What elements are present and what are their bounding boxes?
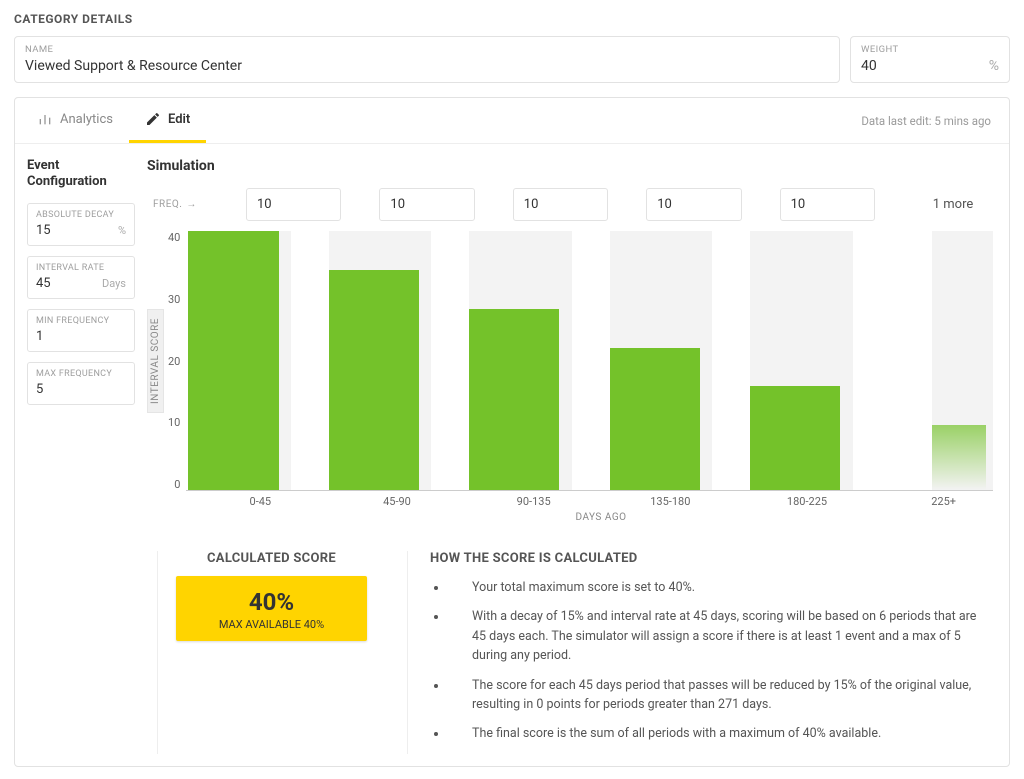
config-column: Event Configuration ABSOLUTE DECAY 15 % …: [27, 158, 147, 754]
interval-rate-value: 45: [36, 276, 51, 291]
tab-edit[interactable]: Edit: [129, 98, 206, 143]
max-frequency-field[interactable]: MAX FREQUENCY 5: [27, 362, 135, 405]
min-frequency-label: MIN FREQUENCY: [36, 316, 126, 326]
weight-unit: %: [983, 58, 999, 74]
x-tick: 180-225: [758, 495, 857, 508]
explanation-item: Your total maximum score is set to 40%.: [448, 578, 993, 597]
x-tick: 90-135: [484, 495, 583, 508]
plot-area: [186, 231, 993, 491]
freq-input-1[interactable]: 10: [379, 188, 474, 221]
calculated-score-panel: CALCULATED SCORE 40% MAX AVAILABLE 40%: [157, 551, 367, 754]
tab-analytics-label: Analytics: [60, 112, 113, 127]
calculated-score-title: CALCULATED SCORE: [176, 551, 367, 566]
frequency-row: FREQ. → 10 10 10 10 10 1 more: [147, 188, 993, 221]
freq-input-4[interactable]: 10: [780, 188, 875, 221]
tab-analytics[interactable]: Analytics: [21, 98, 129, 143]
simulation-column: Simulation FREQ. → 10 10 10 10 10 1 more…: [147, 158, 993, 754]
bar-slot: [932, 231, 993, 490]
simulation-title: Simulation: [147, 158, 993, 174]
absolute-decay-label: ABSOLUTE DECAY: [36, 210, 126, 220]
bar-slot: [750, 231, 852, 490]
name-label: NAME: [25, 44, 829, 55]
bar: [610, 348, 700, 490]
y-axis-ticks: 40 30 20 10 0: [168, 231, 186, 491]
min-frequency-field[interactable]: MIN FREQUENCY 1: [27, 309, 135, 352]
explanation-panel: HOW THE SCORE IS CALCULATED Your total m…: [407, 551, 993, 754]
bar: [329, 270, 419, 490]
x-tick: 45-90: [348, 495, 447, 508]
freq-more-label: 1 more: [913, 197, 993, 212]
bars-row: [186, 231, 993, 490]
bottom-row: CALCULATED SCORE 40% MAX AVAILABLE 40% H…: [147, 551, 993, 754]
top-fields-row: NAME Viewed Support & Resource Center WE…: [14, 36, 1010, 83]
arrow-right-icon: →: [186, 199, 197, 210]
explanation-item: The score for each 45 days period that p…: [448, 676, 993, 715]
bar-slot: [188, 231, 290, 490]
pencil-icon: [145, 111, 161, 127]
chart: INTERVAL SCORE 40 30 20 10 0: [147, 231, 993, 491]
interval-rate-label: INTERVAL RATE: [36, 263, 126, 273]
max-frequency-label: MAX FREQUENCY: [36, 369, 126, 379]
x-axis-ticks: 0-45 45-90 90-135 135-180 180-225 225+: [209, 495, 993, 508]
x-tick: 225+: [894, 495, 993, 508]
y-tick: 40: [168, 231, 180, 244]
absolute-decay-value: 15: [36, 223, 51, 238]
y-tick: 30: [168, 293, 180, 306]
bar-slot: [469, 231, 571, 490]
freq-input-0[interactable]: 10: [246, 188, 341, 221]
x-axis-label: DAYS AGO: [209, 512, 993, 523]
tab-bar: Analytics Edit Data last edit: 5 mins ag…: [15, 98, 1009, 144]
freq-input-3[interactable]: 10: [646, 188, 741, 221]
frequency-label-text: FREQ.: [153, 199, 182, 210]
x-tick: 135-180: [621, 495, 720, 508]
weight-field[interactable]: WEIGHT 40 %: [850, 36, 1010, 83]
bar-slot: [610, 231, 712, 490]
score-percent: 40%: [186, 588, 357, 616]
absolute-decay-field[interactable]: ABSOLUTE DECAY 15 %: [27, 203, 135, 246]
explanation-title: HOW THE SCORE IS CALCULATED: [430, 551, 993, 566]
bar: [750, 386, 840, 490]
score-box: 40% MAX AVAILABLE 40%: [176, 576, 367, 641]
explanation-item: The final score is the sum of all period…: [448, 724, 993, 743]
bar: [188, 231, 278, 490]
name-field[interactable]: NAME Viewed Support & Resource Center: [14, 36, 840, 83]
tab-edit-label: Edit: [168, 112, 190, 127]
weight-label: WEIGHT: [861, 44, 899, 55]
section-title: CATEGORY DETAILS: [14, 12, 1010, 26]
last-edit-text: Data last edit: 5 mins ago: [861, 114, 991, 128]
x-tick: 0-45: [211, 495, 310, 508]
name-value: Viewed Support & Resource Center: [25, 58, 242, 74]
y-tick: 0: [174, 478, 180, 491]
bar: [469, 309, 559, 490]
interval-rate-unit: Days: [102, 277, 126, 290]
bar-slot: [329, 231, 431, 490]
min-frequency-value: 1: [36, 329, 43, 344]
y-tick: 10: [168, 416, 180, 429]
freq-input-2[interactable]: 10: [513, 188, 608, 221]
config-title: Event Configuration: [27, 158, 135, 191]
bar: [932, 425, 986, 490]
max-frequency-value: 5: [36, 382, 43, 397]
y-axis-label: INTERVAL SCORE: [147, 309, 164, 413]
frequency-label: FREQ. →: [153, 199, 208, 210]
y-tick: 20: [168, 355, 180, 368]
explanation-list: Your total maximum score is set to 40%. W…: [430, 578, 993, 744]
main-card: Analytics Edit Data last edit: 5 mins ag…: [14, 97, 1010, 767]
interval-rate-field[interactable]: INTERVAL RATE 45 Days: [27, 256, 135, 299]
weight-value: 40: [861, 58, 877, 74]
bar-chart-icon: [37, 111, 53, 127]
score-subtext: MAX AVAILABLE 40%: [186, 618, 357, 631]
absolute-decay-unit: %: [118, 224, 126, 237]
explanation-item: With a decay of 15% and interval rate at…: [448, 607, 993, 665]
